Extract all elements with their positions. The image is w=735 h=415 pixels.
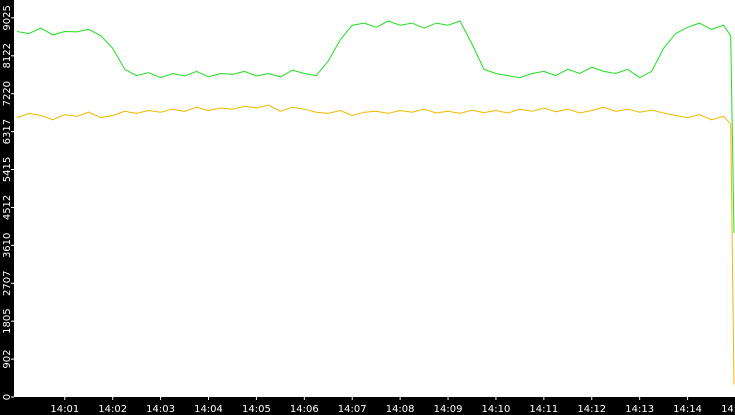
x-tick-label: 14:07: [338, 404, 367, 415]
y-tick-label: 9025: [2, 5, 13, 30]
x-tick-label: 14:02: [98, 404, 127, 415]
x-tick-label: 14:14: [673, 404, 702, 415]
y-tick-label: 8122: [2, 43, 13, 68]
y-tick-label: 5415: [2, 157, 13, 182]
x-tick-label: 14:10: [482, 404, 511, 415]
y-tick-label: 902: [2, 350, 13, 369]
y-tick-label: 2707: [2, 271, 13, 296]
y-tick-label: 1805: [2, 308, 13, 333]
y-tick-label: 0: [2, 394, 13, 400]
y-tick-label: 6317: [2, 119, 13, 144]
y-tick-label: 3610: [2, 233, 13, 258]
x-tick-label: 14:12: [577, 404, 606, 415]
x-tick-label: 14:01: [50, 404, 79, 415]
x-tick-label: 14:09: [434, 404, 463, 415]
x-tick-label: 14:04: [194, 404, 223, 415]
x-axis-band: [0, 397, 735, 415]
x-tick-label: 14:15: [721, 404, 735, 415]
y-tick-label: 4512: [2, 195, 13, 220]
series-line: [16, 104, 735, 385]
x-tick-label: 14:13: [625, 404, 654, 415]
x-tick-label: 14:05: [242, 404, 271, 415]
x-tick-label: 14:03: [146, 404, 175, 415]
y-axis-band: [0, 0, 14, 415]
x-tick-label: 14:08: [386, 404, 415, 415]
series-line: [16, 20, 735, 234]
x-tick-label: 14:06: [290, 404, 319, 415]
x-tick-label: 14:11: [529, 404, 558, 415]
y-tick-label: 7220: [2, 81, 13, 106]
